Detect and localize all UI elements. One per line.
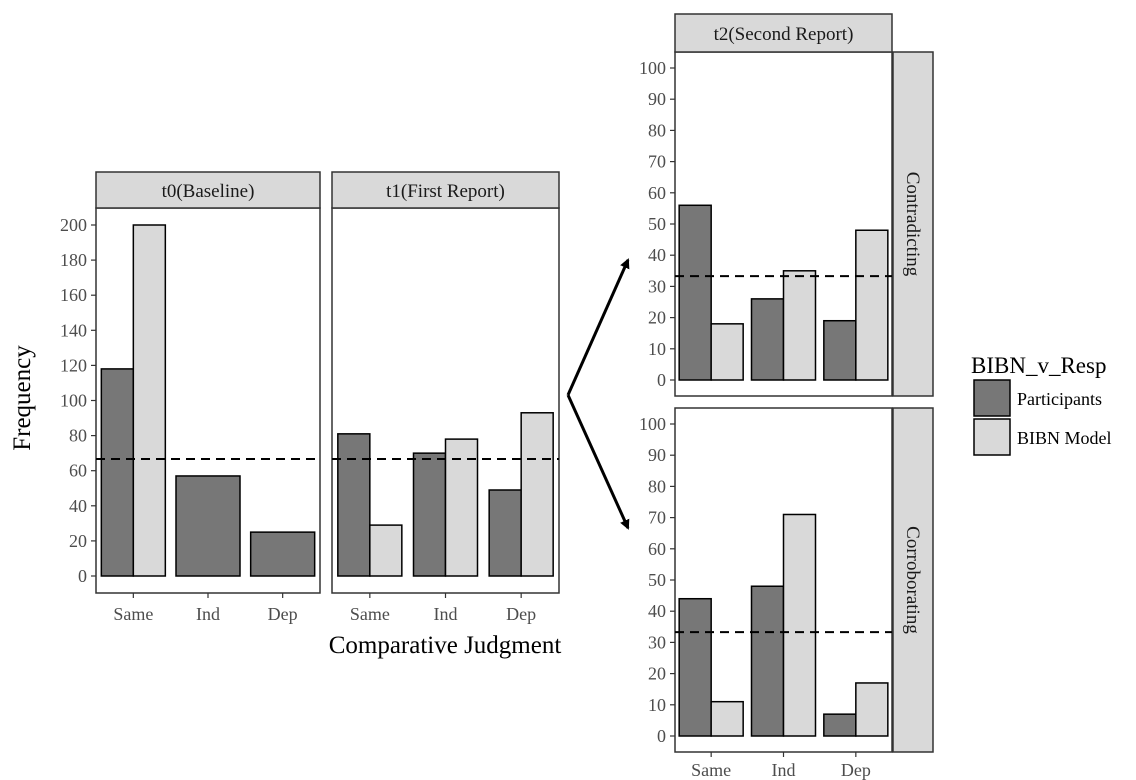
side-strip-box xyxy=(892,51,934,397)
y-tick-label-140: 140 xyxy=(60,320,87,340)
x-tick-label-same: Same xyxy=(691,760,731,780)
panel-t0-baseline: t0(Baseline) 0 20 40 60 80 100 120 140 160 180 200 S… xyxy=(60,171,321,624)
y-tick-label-0: 0 xyxy=(657,370,666,390)
y-tick-label-70: 70 xyxy=(648,508,666,528)
bar-bibn-model-dep xyxy=(520,412,554,577)
strip-box xyxy=(331,171,560,209)
y-tick-label-60: 60 xyxy=(69,461,87,481)
legend: BIBN_v_Resp Participants BIBN Model xyxy=(971,353,1112,456)
y-tick-label-100: 100 xyxy=(639,58,666,78)
x-tick-label-same: Same xyxy=(350,604,390,624)
y-tick-label-100: 100 xyxy=(639,414,666,434)
y-tick-label-20: 20 xyxy=(648,308,666,328)
y-tick-label-0: 0 xyxy=(78,566,87,586)
bar-participants-same xyxy=(678,204,712,381)
bar-bibn-model-ind xyxy=(444,438,479,577)
y-tick-label-200: 200 xyxy=(60,215,87,235)
bar-participants-dep xyxy=(823,319,857,381)
bar-bibn-model-ind xyxy=(782,270,817,381)
bar-participants-ind xyxy=(750,585,785,737)
bar-participants-dep xyxy=(488,489,522,577)
x-tick-label-dep: Dep xyxy=(506,604,536,624)
y-tick-label-50: 50 xyxy=(648,214,666,234)
x-tick-label-ind: Ind xyxy=(434,604,458,624)
y-tick-label-10: 10 xyxy=(648,695,666,715)
y-tick-label-40: 40 xyxy=(648,245,666,265)
side-strip-box xyxy=(892,407,934,753)
legend-key-participants xyxy=(973,379,1011,417)
y-tick-label-10: 10 xyxy=(648,339,666,359)
y-tick-label-0: 0 xyxy=(657,726,666,746)
y-tick-label-30: 30 xyxy=(648,276,666,296)
y-tick-label-180: 180 xyxy=(60,250,87,270)
bar-participants-ind xyxy=(412,452,447,577)
y-tick-label-60: 60 xyxy=(648,183,666,203)
bar-bibn-model-same xyxy=(369,524,403,577)
bar-bibn-model-dep xyxy=(855,229,889,381)
y-tick-label-30: 30 xyxy=(648,632,666,652)
panel-t1-first-report: t1(First Report) Same Ind Dep xyxy=(331,171,560,624)
bar-bibn-model-ind xyxy=(782,513,817,737)
strip-box xyxy=(674,13,893,53)
y-tick-label-70: 70 xyxy=(648,152,666,172)
panel-t2-corroborating: Corroborating 0 10 20 30 40 50 60 70 80 90 100 Same I… xyxy=(639,407,934,780)
y-tick-label-80: 80 xyxy=(648,120,666,140)
bar-participants-same xyxy=(678,597,712,737)
y-tick-label-60: 60 xyxy=(648,539,666,559)
y-tick-label-20: 20 xyxy=(69,531,87,551)
side-strip-label-contradicting: Contradicting xyxy=(902,172,923,277)
arrow-to-corroborating xyxy=(566,394,630,530)
x-tick-label-same: Same xyxy=(113,604,153,624)
legend-label-bibn-model: BIBN Model xyxy=(1017,428,1112,448)
x-tick-label-ind: Ind xyxy=(772,760,796,780)
legend-title: BIBN_v_Resp xyxy=(971,353,1106,378)
y-tick-label-80: 80 xyxy=(69,426,87,446)
y-tick-label-100: 100 xyxy=(60,391,87,411)
bar-participants-ind xyxy=(750,298,785,381)
bar-bibn-model-same xyxy=(710,700,744,737)
y-tick-label-40: 40 xyxy=(648,601,666,621)
y-tick-label-80: 80 xyxy=(648,476,666,496)
x-tick-label-dep: Dep xyxy=(841,760,871,780)
y-axis-label: Frequency xyxy=(9,345,36,451)
y-tick-label-20: 20 xyxy=(648,664,666,684)
strip-label-t0-baseline: t0(Baseline) xyxy=(162,181,255,202)
bar-participants-ind xyxy=(175,475,241,577)
bar-bibn-model-same xyxy=(132,224,167,577)
x-tick-label-ind: Ind xyxy=(196,604,220,624)
bar-bibn-model-same xyxy=(710,323,744,381)
bar-participants-dep xyxy=(823,713,857,737)
bar-participants-same xyxy=(337,433,371,577)
legend-key-bibn-model xyxy=(973,418,1011,456)
x-tick-label-dep: Dep xyxy=(268,604,298,624)
y-tick-label-50: 50 xyxy=(648,570,666,590)
y-tick-label-160: 160 xyxy=(60,285,87,305)
y-tick-label-120: 120 xyxy=(60,355,87,375)
y-tick-label-90: 90 xyxy=(648,445,666,465)
strip-box xyxy=(95,171,321,209)
y-tick-label-40: 40 xyxy=(69,496,87,516)
strip-label-t2-second-report: t2(Second Report) xyxy=(714,24,854,45)
panel-t2-contradicting: t2(Second Report) Contradicting 0 10 20 30 40 5… xyxy=(639,13,934,397)
arrow-to-contradicting xyxy=(566,258,630,396)
side-strip-label-corroborating: Corroborating xyxy=(902,526,923,634)
y-tick-label-90: 90 xyxy=(648,89,666,109)
x-axis-label: Comparative Judgment xyxy=(329,632,562,659)
bar-participants-dep xyxy=(249,531,316,577)
strip-label-t1-first-report: t1(First Report) xyxy=(386,181,505,202)
legend-label-participants: Participants xyxy=(1017,389,1102,409)
bar-participants-same xyxy=(100,368,135,577)
bar-bibn-model-dep xyxy=(855,682,889,737)
